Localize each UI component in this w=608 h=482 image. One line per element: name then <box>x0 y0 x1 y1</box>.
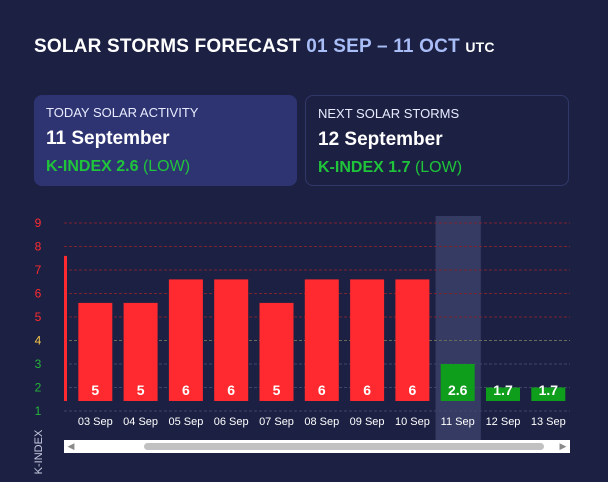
today-card-label: TODAY SOLAR ACTIVITY <box>46 105 199 120</box>
y-tick-label: 3 <box>35 357 42 371</box>
x-tick-label: 10 Sep <box>395 416 430 428</box>
title-date-range: 01 SEP – 11 OCT <box>306 36 460 57</box>
x-tick-label: 04 Sep <box>123 416 158 428</box>
bar <box>214 279 249 401</box>
bar-value-label: 6 <box>318 382 326 398</box>
y-tick-label: 9 <box>35 216 42 230</box>
title-timezone: UTC <box>465 39 495 55</box>
today-kindex-level: (LOW) <box>142 158 191 175</box>
page-title: SOLAR STORMS FORECAST 01 SEP – 11 OCT UT… <box>34 36 495 58</box>
today-card-kindex: K-INDEX 2.6 (LOW) <box>46 158 285 176</box>
bar-value-label: 5 <box>137 382 145 398</box>
x-tick-label: 11 Sep <box>441 416 475 428</box>
bar <box>440 364 475 401</box>
y-tick-label: 7 <box>35 263 42 277</box>
x-tick-label: 05 Sep <box>168 416 203 428</box>
bar-value-label: 6 <box>182 382 190 398</box>
x-tick-label: p <box>47 416 53 428</box>
bar-value-label: 2.6 <box>448 382 468 398</box>
today-kindex-value: 2.6 <box>116 158 139 175</box>
y-tick-label: 4 <box>35 334 42 348</box>
scroll-right-arrow-icon[interactable]: ▶ <box>559 441 567 451</box>
next-card-kindex: K-INDEX 1.7 (LOW) <box>318 159 556 177</box>
bar-value-label: 1.7 <box>493 382 513 398</box>
bar <box>304 279 339 401</box>
x-tick-label: 03 Sep <box>78 416 113 428</box>
bar <box>395 279 430 401</box>
chart-scrollbar[interactable]: ◀ ▶ <box>64 440 570 453</box>
bar-value-label: 5 <box>91 382 99 398</box>
bar <box>259 302 294 401</box>
bar <box>486 387 520 401</box>
bar-value-label: 6 <box>409 382 417 398</box>
next-card-label: NEXT SOLAR STORMS <box>318 106 460 121</box>
today-kindex-prefix: K-INDEX <box>46 158 112 175</box>
next-card-date: 12 September <box>318 129 443 150</box>
x-tick-label: 09 Sep <box>350 416 385 428</box>
next-kindex-value: 1.7 <box>388 159 411 176</box>
bar <box>78 302 113 401</box>
bar-value-label: 6 <box>363 382 371 398</box>
x-tick-label: 07 Sep <box>259 416 294 428</box>
kindex-chart: 1 2 3 4 5 6 7 8 9 K-INDEX p 5 03 Sep 5 04 Sep 6 05 Sep 6 0… <box>0 200 608 477</box>
bar <box>168 279 203 401</box>
y-tick-label: 2 <box>35 381 42 395</box>
x-tick-label: 13 Sep <box>531 416 566 428</box>
bar-value-label: 5 <box>273 382 281 398</box>
y-axis-title: K-INDEX <box>33 429 45 474</box>
today-card-date: 11 September <box>46 128 170 149</box>
y-tick-label: 6 <box>35 287 42 301</box>
x-tick-label: 12 Sep <box>486 416 521 428</box>
scroll-left-arrow-icon[interactable]: ◀ <box>67 441 75 451</box>
bar-value-label: 1.7 <box>539 382 559 398</box>
title-main: SOLAR STORMS FORECAST <box>34 36 301 57</box>
y-tick-label: 8 <box>35 240 42 254</box>
bar <box>64 255 67 401</box>
highlight-column <box>435 216 481 440</box>
today-activity-card: TODAY SOLAR ACTIVITY 11 September K-INDE… <box>34 95 297 186</box>
bar <box>350 279 385 401</box>
x-tick-label: 06 Sep <box>214 416 249 428</box>
bar <box>531 387 566 401</box>
y-tick-label: 5 <box>35 310 42 324</box>
bar <box>123 302 158 401</box>
bar-value-label: 6 <box>227 382 235 398</box>
x-tick-label: 08 Sep <box>304 416 339 428</box>
y-tick-label: 1 <box>35 404 42 418</box>
scroll-thumb[interactable] <box>144 443 544 450</box>
next-kindex-level: (LOW) <box>414 159 463 176</box>
next-kindex-prefix: K-INDEX <box>318 159 384 176</box>
next-storms-card: NEXT SOLAR STORMS 12 September K-INDEX 1… <box>305 95 569 186</box>
